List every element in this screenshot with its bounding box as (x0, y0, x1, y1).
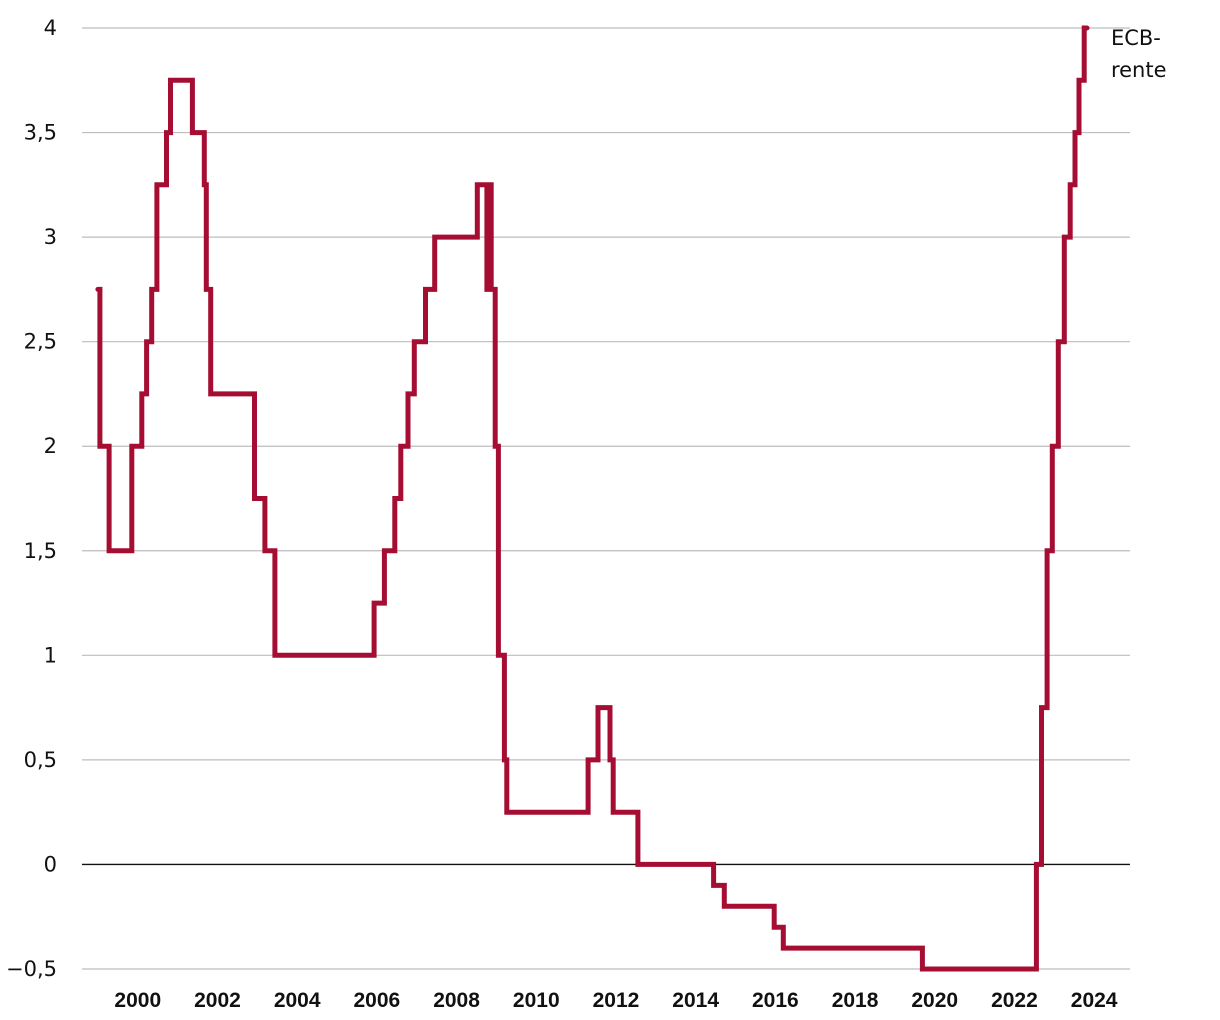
x-tick-label: 2020 (911, 989, 958, 1012)
y-tick-label: −0,5 (6, 957, 57, 981)
x-tick-label: 2018 (832, 989, 879, 1012)
series-label-line-2: rente (1111, 58, 1167, 82)
x-tick-label: 2010 (513, 989, 560, 1012)
y-tick-label: 3 (44, 225, 57, 249)
y-tick-label: 3,5 (24, 121, 57, 145)
y-tick-label: 4 (44, 16, 57, 40)
y-tick-label: 0 (44, 852, 57, 876)
x-tick-label: 2016 (752, 989, 799, 1012)
y-tick-label: 2 (44, 434, 57, 458)
y-tick-label: 1 (44, 643, 57, 667)
series-layer (95, 25, 1090, 972)
x-tick-label: 2008 (433, 989, 480, 1012)
y-tick-label: 2,5 (24, 330, 57, 354)
x-tick-label: 2006 (354, 989, 401, 1012)
series-label-line-1: ECB- (1111, 26, 1161, 50)
gridlines (82, 27, 1130, 970)
x-tick-label: 2012 (593, 989, 640, 1012)
series-label: ECB- rente (1111, 26, 1167, 82)
y-tick-label: 0,5 (24, 748, 57, 772)
y-axis-tick-labels: −0,5 0 0,5 1 1,5 2 2,5 3 3,5 4 (6, 16, 57, 981)
x-tick-label: 2004 (274, 989, 321, 1012)
y-tick-label: 1,5 (24, 539, 57, 563)
x-tick-label: 2002 (194, 989, 241, 1012)
x-tick-label: 2000 (114, 989, 161, 1012)
x-axis-tick-labels: 2000 2002 2004 2006 2008 2010 2012 2014 2016 2018… (114, 989, 1117, 1012)
x-tick-label: 2014 (672, 989, 719, 1012)
x-tick-label: 2022 (991, 989, 1038, 1012)
x-tick-label: 2024 (1071, 989, 1118, 1012)
series-line-ecb-rente (95, 25, 1090, 972)
